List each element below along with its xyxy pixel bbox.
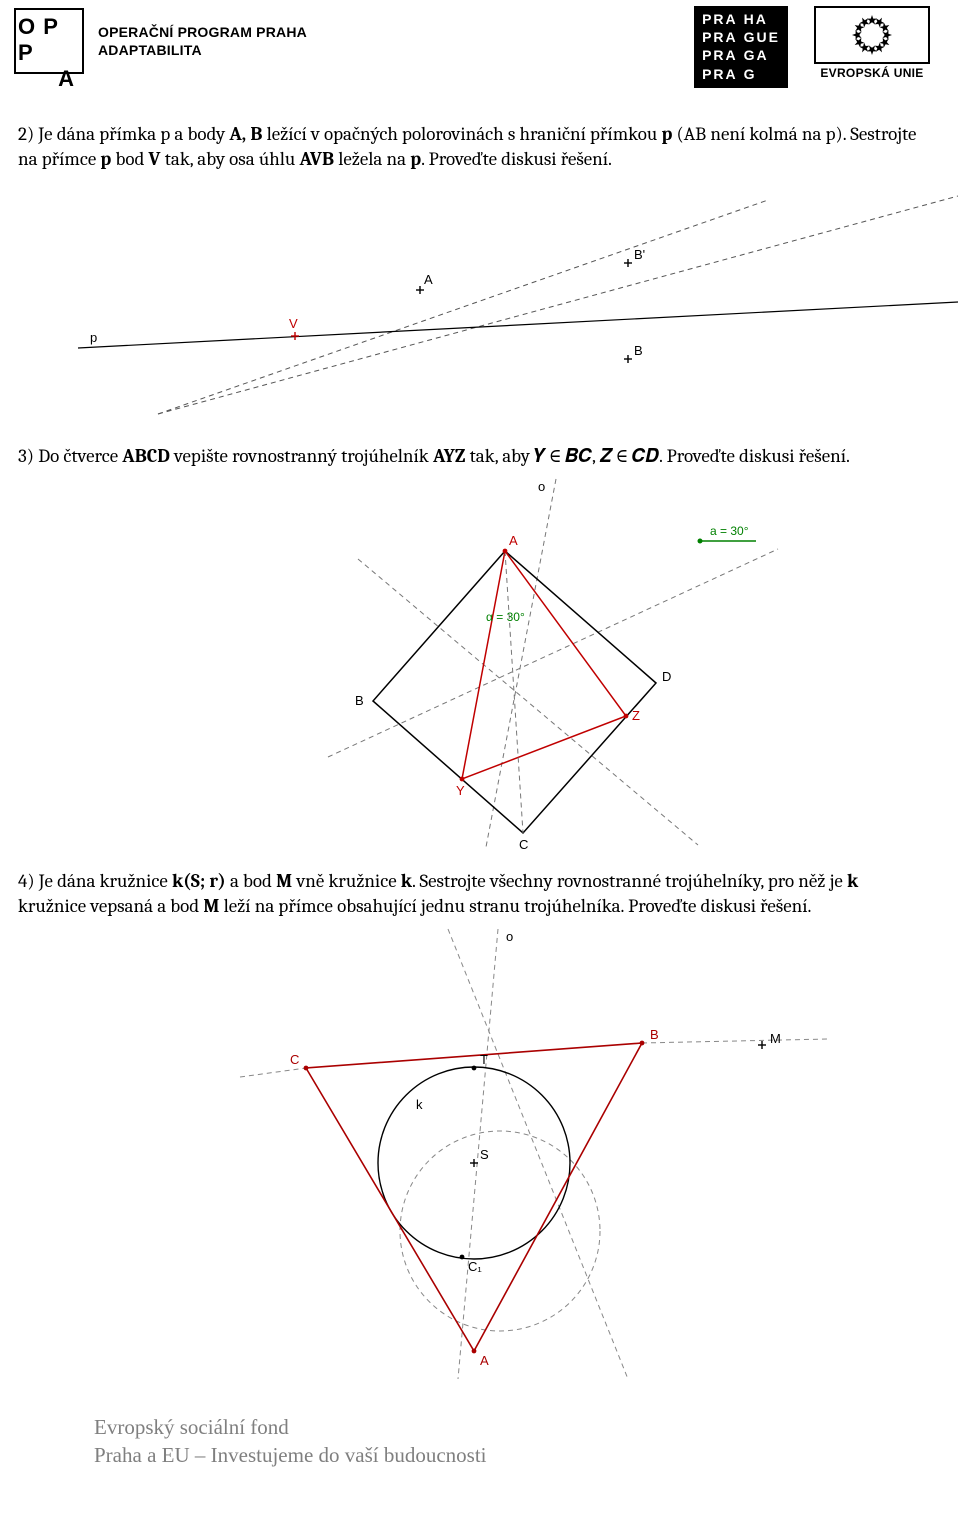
praha-r1b: HA: [744, 10, 780, 28]
svg-text:T: T: [480, 1052, 488, 1067]
header-right: PRA HA PRA GUE PRA GA PRA G: [694, 6, 930, 88]
oppa-logo-bottom: A: [16, 66, 82, 96]
praha-r2b: GUE: [744, 28, 780, 46]
svg-text:B': B': [634, 247, 645, 262]
praha-r4b: G: [744, 65, 780, 83]
problem-2-text: 2) Je dána přímka p a body A, B ležící v…: [18, 122, 920, 172]
content: 2) Je dána přímka p a body A, B ležící v…: [0, 88, 960, 1383]
oppa-title: OPERAČNÍ PROGRAM PRAHA ADAPTABILITA: [98, 24, 307, 59]
svg-text:k: k: [416, 1097, 423, 1112]
svg-text:M: M: [770, 1031, 781, 1046]
svg-text:o: o: [506, 929, 513, 944]
svg-text:A: A: [424, 272, 433, 287]
oppa-logo-top: O P P: [16, 10, 82, 66]
svg-text:o: o: [538, 479, 545, 494]
svg-text:A: A: [509, 533, 518, 548]
oppa-logo: O P P A: [14, 8, 84, 74]
page-header: O P P A OPERAČNÍ PROGRAM PRAHA ADAPTABIL…: [0, 0, 960, 88]
svg-text:A: A: [480, 1353, 489, 1368]
problem-4-text: 4) Je dána kružnice k(S; r) a bod M vně …: [18, 869, 920, 919]
figure-3: o A B C D Y Zα = 30° a = 30°: [238, 473, 798, 853]
praha-r1a: PRA: [702, 10, 738, 28]
svg-text:C: C: [519, 837, 528, 852]
svg-text:p: p: [90, 330, 97, 345]
svg-text:a = 30°: a = 30°: [710, 524, 749, 538]
eu-label: EVROPSKÁ UNIE: [820, 66, 923, 80]
svg-text:C₁: C₁: [468, 1259, 482, 1274]
praha-r2a: PRA: [702, 28, 738, 46]
footer-line1: Evropský sociální fond: [94, 1413, 960, 1441]
praha-r4a: PRA: [702, 65, 738, 83]
svg-text:Z: Z: [632, 708, 640, 723]
svg-text:V: V: [289, 316, 298, 331]
svg-text:α = 30°: α = 30°: [486, 610, 525, 624]
figure-4: o k S T C₁ A B C M: [148, 923, 848, 1383]
svg-text:B: B: [355, 693, 364, 708]
praha-r3b: GA: [744, 46, 780, 64]
oppa-title-line2: ADAPTABILITA: [98, 42, 307, 60]
footer-line2: Praha a EU – Investujeme do vaší budoucn…: [94, 1441, 960, 1469]
eu-logo: EVROPSKÁ UNIE: [814, 6, 930, 80]
svg-text:C: C: [290, 1052, 299, 1067]
eu-flag-icon: [814, 6, 930, 64]
svg-text:D: D: [662, 669, 671, 684]
praha-r3a: PRA: [702, 46, 738, 64]
oppa-title-line1: OPERAČNÍ PROGRAM PRAHA: [98, 24, 307, 42]
page-footer: Evropský sociální fond Praha a EU – Inve…: [0, 1383, 960, 1484]
figure-2: p V A B B': [18, 176, 958, 416]
problem-3-text: 3) Do čtverce ABCD vepište rovnostranný …: [18, 444, 920, 469]
svg-text:Y: Y: [456, 783, 465, 798]
praha-logo: PRA HA PRA GUE PRA GA PRA G: [694, 6, 788, 88]
header-left: O P P A OPERAČNÍ PROGRAM PRAHA ADAPTABIL…: [14, 8, 307, 74]
svg-text:S: S: [480, 1147, 489, 1162]
svg-text:B: B: [650, 1027, 659, 1042]
svg-text:B: B: [634, 343, 643, 358]
